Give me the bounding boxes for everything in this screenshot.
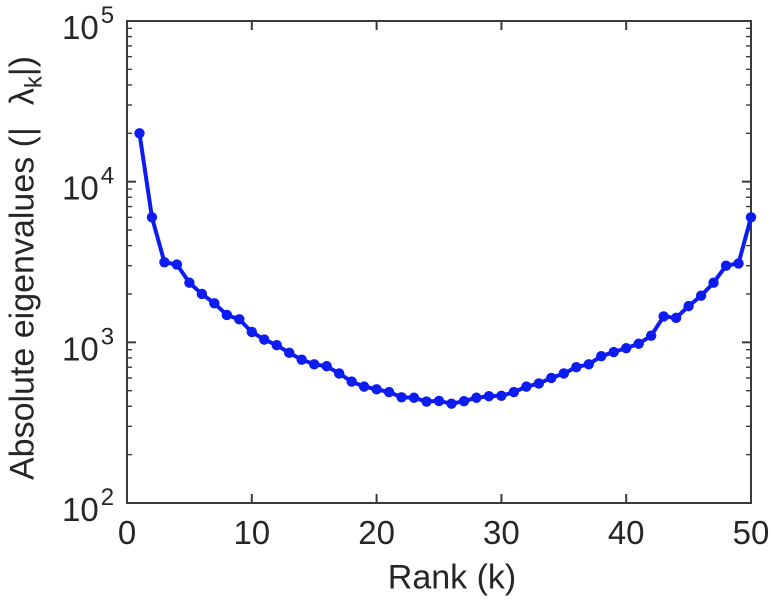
data-point-marker — [159, 257, 170, 268]
data-point-marker — [234, 314, 245, 325]
data-point-marker — [209, 298, 220, 309]
lambda-symbol: λ — [3, 88, 42, 106]
data-point-marker — [496, 390, 507, 401]
data-point-marker — [508, 386, 520, 398]
data-point-marker — [396, 392, 407, 403]
data-point-marker — [134, 128, 145, 139]
data-point-marker — [358, 381, 370, 392]
data-point-marker — [246, 326, 257, 338]
y-axis-label: Absolute eigenvalues (| λk|) — [4, 56, 49, 480]
data-point-marker — [571, 362, 582, 373]
data-point-marker — [296, 354, 307, 365]
data-point-marker — [546, 372, 557, 384]
data-point-marker — [533, 378, 545, 389]
data-point-marker — [333, 368, 345, 379]
data-point-marker — [259, 334, 270, 345]
data-point-marker — [596, 350, 607, 362]
y-axis-label-suffix: |) — [3, 56, 42, 77]
x-tick-label: 50 — [733, 514, 770, 551]
data-point-marker — [383, 386, 395, 398]
data-point-marker — [471, 392, 482, 403]
data-point-marker — [408, 392, 420, 403]
data-point-marker — [658, 311, 669, 322]
y-axis-label-text: Absolute eigenvalues (| — [3, 127, 42, 480]
data-point-marker — [271, 339, 282, 351]
data-point-marker — [621, 342, 632, 354]
y-tick-label: 102 — [62, 484, 114, 528]
data-point-marker — [221, 309, 233, 321]
data-point-marker — [670, 312, 682, 324]
axes-box — [126, 20, 752, 504]
data-point-marker — [433, 395, 445, 407]
data-point-marker — [371, 384, 382, 395]
x-tick-label: 10 — [233, 514, 270, 551]
data-point-marker — [695, 290, 707, 301]
x-tick-label: 30 — [483, 514, 520, 551]
data-point-marker — [720, 260, 732, 271]
eigenvalue-curve — [137, 131, 753, 406]
data-point-marker — [321, 361, 332, 372]
data-point-marker — [184, 277, 195, 288]
data-point-marker — [745, 212, 757, 223]
lambda-subscript: k — [20, 76, 48, 89]
data-point-marker — [458, 396, 470, 407]
data-point-marker — [346, 376, 357, 387]
data-point-marker — [196, 288, 208, 300]
y-tick-label: 104 — [62, 163, 114, 207]
x-axis-label: Rank (k) — [387, 558, 517, 597]
data-point-marker — [683, 300, 694, 312]
data-point-marker — [171, 259, 183, 270]
y-tick-label: 103 — [62, 323, 114, 367]
data-point-marker — [446, 398, 457, 409]
x-tick-label: 0 — [118, 514, 136, 551]
data-point-marker — [733, 258, 744, 269]
data-point-marker — [521, 381, 532, 392]
x-tick-label: 20 — [358, 514, 395, 551]
data-point-marker — [483, 391, 495, 402]
data-point-marker — [284, 347, 295, 359]
data-point-marker — [146, 212, 158, 223]
data-point-marker — [708, 277, 719, 288]
data-point-marker — [608, 346, 619, 358]
data-point-marker — [309, 359, 320, 370]
data-point-marker — [421, 396, 432, 407]
y-tick-label: 105 — [62, 2, 114, 46]
data-point-marker — [583, 359, 594, 370]
data-point-marker — [558, 368, 569, 379]
data-point-marker — [645, 330, 657, 341]
data-point-marker — [633, 338, 644, 349]
x-tick-label: 40 — [608, 514, 645, 551]
